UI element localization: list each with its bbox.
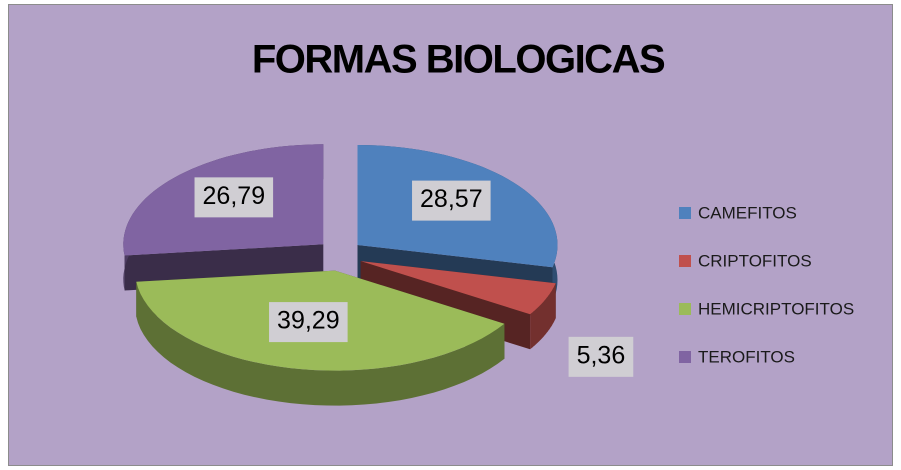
legend-swatch xyxy=(679,255,691,267)
data-label-box xyxy=(568,336,634,377)
pie: 28,57 5,36 39,29 26,79 xyxy=(123,144,634,406)
legend-label: CRIPTOFITOS xyxy=(698,251,812,270)
legend-label: TEROFITOS xyxy=(698,347,795,366)
legend: CAMEFITOS CRIPTOFITOS HEMICRIPTOFITOS TEROF… xyxy=(679,203,854,366)
data-label: 28,57 xyxy=(412,180,491,221)
chart-title: FORMAS BIOLOGICAS xyxy=(252,38,665,82)
legend-swatch xyxy=(679,303,691,315)
data-label-text: 39,29 xyxy=(277,307,340,335)
slice-side xyxy=(530,283,556,350)
legend-label: HEMICRIPTOFITOS xyxy=(698,299,854,318)
legend-label: CAMEFITOS xyxy=(698,203,797,222)
data-label: 26,79 xyxy=(194,177,274,218)
data-label-text: 26,79 xyxy=(203,182,266,210)
data-label-box xyxy=(412,180,491,221)
legend-swatch xyxy=(679,207,691,219)
legend-swatch xyxy=(679,351,691,363)
data-label-text: 5,36 xyxy=(577,341,626,369)
data-label-box xyxy=(269,302,348,343)
data-label-text: 28,57 xyxy=(420,185,483,213)
data-label: 5,36 xyxy=(568,336,634,377)
slice-side xyxy=(136,281,505,406)
data-label: 39,29 xyxy=(269,302,348,343)
slice xyxy=(360,261,556,315)
data-label-box xyxy=(194,177,274,218)
